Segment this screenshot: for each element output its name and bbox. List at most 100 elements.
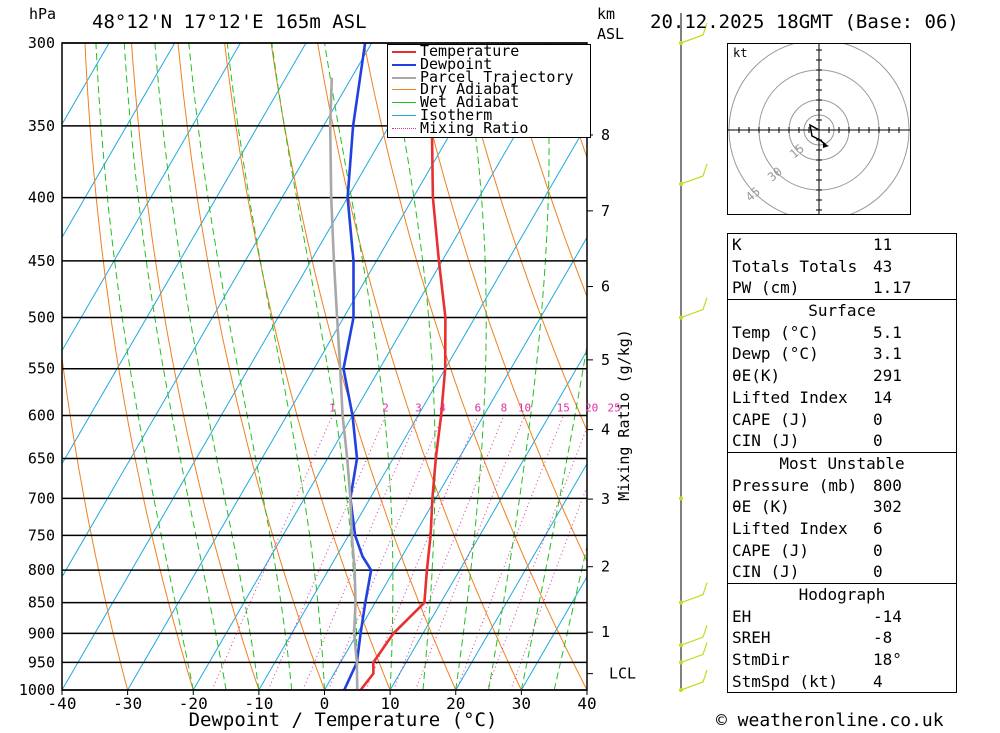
wind-barb	[680, 669, 708, 691]
wind-barb	[680, 297, 708, 319]
legend-item-isotherm: Isotherm	[388, 108, 590, 122]
wet-adiabat-line	[324, 43, 394, 690]
wet-adiabat-line	[154, 43, 260, 690]
mixing-ratio-label: 6	[475, 401, 482, 414]
mu-row: Pressure (mb) 800	[732, 475, 902, 495]
asl-unit: ASL	[597, 25, 625, 43]
plot-frame	[61, 42, 588, 691]
km-tick-label: 3	[601, 490, 610, 508]
hodo-trace	[808, 123, 827, 146]
wet-adiabat-line	[226, 43, 325, 690]
pressure-tick-label: 550	[28, 360, 55, 378]
km-tick-label: 4	[601, 421, 610, 439]
wind-barb-dot	[679, 496, 683, 501]
location-title: 48°12'N 17°12'E 165m ASL	[92, 11, 367, 33]
x-tick-label: 30	[512, 694, 531, 713]
mu-row: Lifted Index 6	[732, 518, 883, 538]
wind-barb	[680, 163, 708, 185]
surface-row: CIN (J) 0	[732, 431, 883, 451]
series-line-dewpoint	[342, 43, 373, 690]
pressure-tick-label: 500	[28, 309, 55, 327]
x-tick-label: -20	[179, 694, 208, 713]
x-tick-label: 10	[380, 694, 399, 713]
pressure-tick-label: 700	[28, 489, 55, 507]
hodo-ring-label-30: 30	[765, 164, 785, 184]
km-tick-label: 7	[601, 202, 610, 220]
wind-barb	[680, 582, 708, 604]
most-unstable-title: Most Unstable	[779, 453, 905, 473]
datetime-title: 20.12.2025 18GMT (Base: 06)	[650, 11, 959, 33]
mixing-ratio-label: 3	[415, 401, 422, 414]
isotherm-line	[127, 43, 504, 690]
isotherm-line	[324, 236, 587, 690]
surface-row: Dewp (°C) 3.1	[732, 344, 902, 364]
pressure-tick-label: 400	[28, 189, 55, 207]
surface-section: Surface Temp (°C) 5.1 Dewp (°C) 3.1 θE(K) 2…	[728, 299, 956, 452]
hodograph-plot: kt 15 30 45	[728, 39, 910, 221]
indices-table: K 11 Totals Totals 43 PW (cm) 1.17 Surface …	[727, 233, 957, 694]
wind-barb	[680, 22, 708, 44]
mixing-ratio-label: 10	[518, 401, 531, 414]
wind-barb	[680, 642, 708, 663]
pressure-tick-label: 650	[28, 450, 55, 468]
dry-adiabat-line	[456, 43, 587, 432]
hodograph-section: Hodograph EH -14 SREH -8 StmDir 18° StmSpd …	[728, 583, 956, 692]
isotherm-line	[455, 462, 587, 690]
series-line-parcel-trajectory	[328, 77, 359, 690]
wet-adiabat-line	[95, 43, 194, 690]
mixing-ratio-axis-label: Mixing Ratio (g/kg)	[615, 329, 633, 501]
km-unit: km	[597, 5, 616, 23]
profile-lines	[328, 43, 447, 690]
most-unstable-section: Most Unstable Pressure (mb) 800 θE (K) 302…	[728, 451, 956, 583]
pressure-tick-label: 900	[28, 624, 55, 642]
hodo-ticks	[738, 49, 900, 211]
x-axis-label: Dewpoint / Temperature (°C)	[189, 709, 498, 731]
isotherm-line	[62, 43, 438, 690]
index-row-k: K 11	[732, 235, 893, 254]
pressure-tick-label: 350	[28, 117, 55, 135]
mixing-ratio-line	[393, 415, 505, 690]
mixing-ratio-label: 8	[501, 401, 508, 414]
hodograph-title: Hodograph	[798, 585, 886, 604]
legend-item-dry-adiabat: Dry Adiabat	[388, 82, 590, 97]
hodo-storm-marker	[823, 143, 829, 148]
pressure-tick-label: 450	[28, 252, 55, 270]
isotherm-line	[62, 43, 241, 352]
mixing-ratio-label: 15	[557, 401, 570, 414]
legend-item-mixing-ratio: Mixing Ratio	[388, 120, 590, 135]
dry-adiabat-line	[363, 43, 587, 690]
surface-title: Surface	[808, 301, 876, 321]
hodo-row: EH -14	[732, 606, 902, 626]
pressure-tick-label: 600	[28, 406, 55, 424]
mixing-ratio-line	[328, 415, 444, 690]
wind-barbs	[679, 13, 708, 692]
axis-labels: 1 2 3 4 6 8 10 15 20 2530035040045050055060065070…	[19, 34, 636, 731]
dry-adiabat-line	[503, 43, 587, 298]
mixing-ratio-line	[267, 415, 387, 690]
x-tick-label: -30	[113, 694, 142, 713]
hpa-unit: hPa	[29, 5, 57, 23]
wet-adiabat-line	[455, 43, 487, 690]
dry-adiabat-line	[317, 43, 522, 690]
hodo-ring-label-45: 45	[743, 184, 763, 204]
wet-adiabat-line	[586, 688, 587, 690]
x-tick-label: 0	[320, 694, 330, 713]
pressure-tick-label: 750	[28, 526, 55, 544]
surface-row: Temp (°C) 5.1	[732, 322, 902, 342]
mu-row: CAPE (J) 0	[732, 540, 883, 560]
isobar-lines	[62, 42, 587, 691]
surface-row: θE(K) 291	[732, 366, 902, 386]
pressure-tick-label: 800	[28, 561, 55, 579]
legend-item-wet-adiabat: Wet Adiabat	[388, 95, 590, 110]
legend-item-dewpoint: Dewpoint	[388, 56, 590, 71]
isotherm-line	[192, 43, 569, 690]
lcl-label: LCL	[609, 665, 636, 683]
legend-item-temperature: Temperature	[388, 44, 590, 58]
x-tick-label: 40	[577, 694, 596, 713]
series-line-temperature	[359, 43, 447, 690]
km-tick-label: 8	[601, 126, 610, 144]
mixing-ratio-label: 2	[382, 401, 389, 414]
legend-item-parcel: Parcel Trajectory	[388, 69, 590, 84]
pressure-tick-label: 850	[28, 594, 55, 612]
surface-row: Lifted Index 14	[732, 387, 893, 407]
